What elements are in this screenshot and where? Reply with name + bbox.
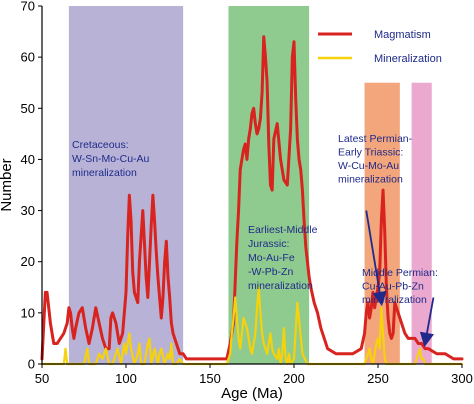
- mineralization-line: [40, 286, 464, 366]
- x-tick-label: 300: [451, 371, 473, 386]
- middle-permian-band: [411, 82, 432, 364]
- y-tick-label: 20: [21, 254, 35, 269]
- middle-permian-arrow: [419, 297, 435, 348]
- permian-triassic-label: Latest Permian- Early Triassic: W-Cu-Mo-Au…: [338, 133, 413, 186]
- jurassic-label-line: Jurassic:: [248, 238, 289, 250]
- y-tick-label: 60: [21, 50, 35, 65]
- legend-magmatism-label: Magmatism: [374, 29, 431, 41]
- legend-mineralization-label: Mineralization: [374, 53, 442, 65]
- permian-triassic-label-line: Early Triassic:: [338, 147, 403, 159]
- jurassic-label-line: -W-Pb-Zn: [248, 266, 293, 278]
- y-tick-label: 30: [21, 203, 35, 218]
- permian-triassic-label-line: Latest Permian-: [338, 133, 413, 145]
- y-tick-label: 0: [28, 357, 35, 372]
- cretaceous-label-line: Cretaceous:: [72, 139, 129, 151]
- permian-triassic-label-line: W-Cu-Mo-Au: [338, 160, 399, 172]
- cretaceous-label: Cretaceous: W-Sn-Mo-Cu-Au mineralization: [72, 139, 150, 179]
- cretaceous-label-line: mineralization: [72, 167, 137, 179]
- x-tick-label: 50: [35, 371, 49, 386]
- jurassic-label-line: Earliest-Middle: [248, 224, 318, 236]
- middle-permian-label-line: Middle Permian:: [362, 267, 438, 279]
- jurassic-label-line: mineralization: [248, 280, 313, 292]
- y-axis-title: Number: [0, 158, 15, 211]
- cretaceous-label-line: W-Sn-Mo-Cu-Au: [72, 153, 150, 165]
- x-tick-label: 100: [115, 371, 137, 386]
- middle-permian-label-line: mineralization: [362, 294, 427, 306]
- x-tick-label: 250: [367, 371, 389, 386]
- permian-triassic-label-line: mineralization: [338, 174, 403, 186]
- x-axis-title: Age (Ma): [221, 385, 283, 402]
- middle-permian-label-line: Cu-Au-Pb-Zn: [362, 281, 424, 293]
- y-tick-label: 50: [21, 101, 35, 116]
- band-annotations: Cretaceous: W-Sn-Mo-Cu-Au mineralizationEa…: [72, 133, 438, 348]
- jurassic-label: Earliest-Middle Jurassic: Mo-Au-Fe -W-Pb-Zn…: [248, 224, 318, 292]
- x-tick-label: 200: [283, 371, 305, 386]
- legend: Magmatism Mineralization: [318, 29, 442, 65]
- y-tick-label: 40: [21, 152, 35, 167]
- permian-triassic-arrow: [365, 210, 387, 307]
- y-tick-label: 10: [21, 305, 35, 320]
- x-tick-label: 150: [199, 371, 221, 386]
- y-tick-label: 70: [21, 0, 35, 14]
- jurassic-label-line: Mo-Au-Fe: [248, 252, 295, 264]
